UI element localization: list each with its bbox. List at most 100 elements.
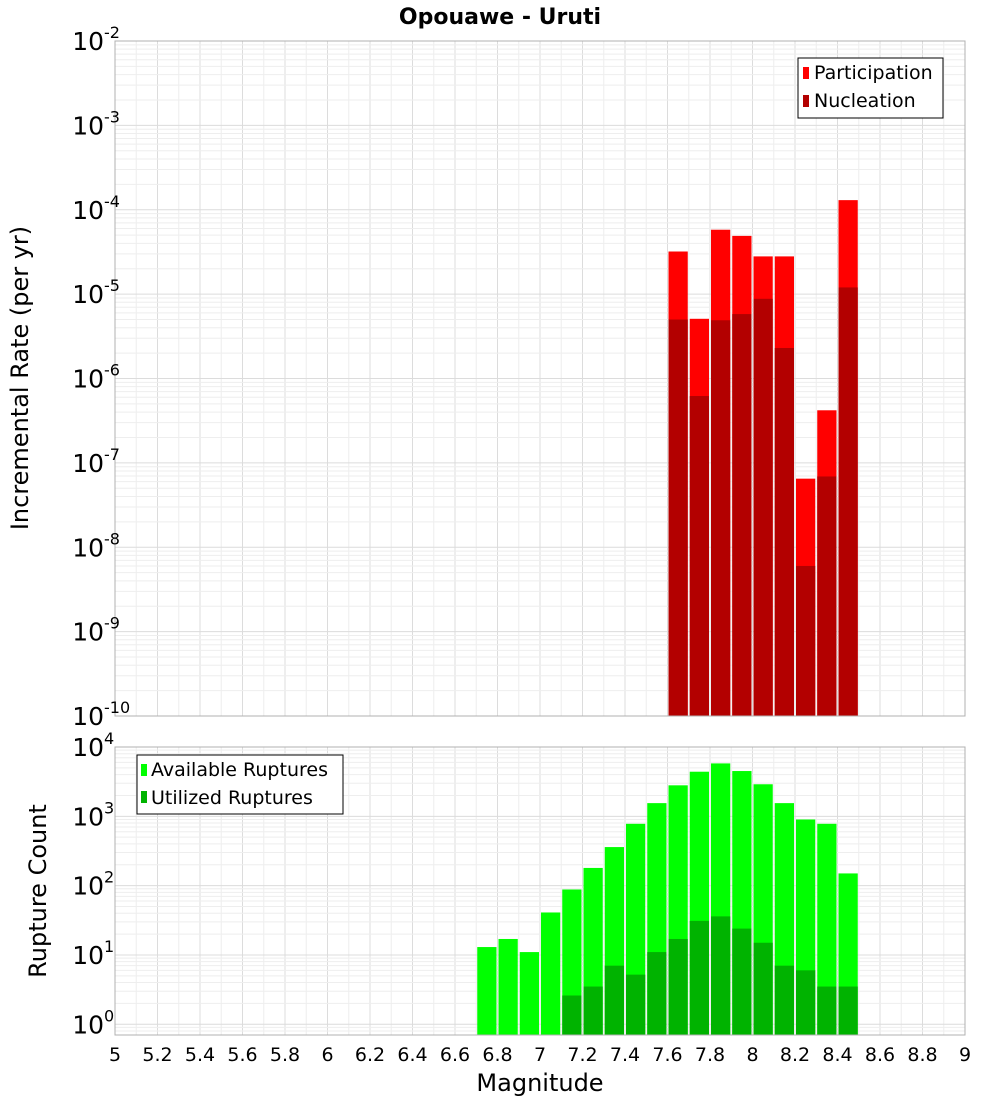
y-tick-exponent: -5 — [104, 276, 120, 295]
nucleation-bar — [796, 565, 816, 716]
y-tick-label: 10 — [72, 111, 104, 140]
y-tick-label: 10 — [72, 941, 104, 970]
x-tick-label: 6 — [321, 1044, 333, 1066]
x-tick-label: 5.6 — [227, 1044, 257, 1066]
x-tick-label: 5.8 — [270, 1044, 300, 1066]
y-tick-exponent: 2 — [104, 868, 114, 887]
utilized-ruptures-bar — [583, 986, 603, 1035]
available-legend-label: Available Ruptures — [151, 759, 328, 781]
y-tick-exponent: -3 — [104, 107, 120, 126]
x-tick-label: 6.2 — [355, 1044, 385, 1066]
nucleation-bar — [732, 314, 752, 716]
available-ruptures-bar — [817, 823, 837, 1035]
x-tick-label: 8 — [746, 1044, 758, 1066]
nucleation-bar — [817, 476, 837, 716]
x-tick-labels: 5 5.2 5.4 5.6 5.8 6 6.2 6.4 6.6 6.8 7 7.2 7.4 7.6 7.8 8… — [109, 1044, 971, 1066]
nucleation-legend-label: Nucleation — [814, 90, 916, 112]
y-tick-label: 10 — [72, 1010, 104, 1039]
rate-gridlines — [114, 40, 966, 717]
x-tick-label: 6.8 — [482, 1044, 512, 1066]
y-tick-exponent: -4 — [104, 192, 120, 211]
y-tick-exponent: 4 — [104, 729, 114, 748]
count-plot-border — [114, 746, 966, 1036]
utilized-ruptures-bar — [774, 965, 794, 1035]
rate-legend-box — [797, 57, 944, 119]
available-legend-swatch — [141, 764, 147, 776]
x-tick-label: 5.4 — [185, 1044, 215, 1066]
nucleation-bar — [711, 320, 731, 716]
x-tick-label: 7.2 — [567, 1044, 597, 1066]
x-axis-label: Magnitude — [476, 1069, 603, 1097]
x-tick-label: 6.4 — [397, 1044, 427, 1066]
y-tick-label: 10 — [72, 449, 104, 478]
nucleation-bar — [753, 298, 773, 716]
x-tick-label: 8.6 — [865, 1044, 895, 1066]
utilized-ruptures-bar — [604, 965, 624, 1035]
y-tick-exponent: -9 — [104, 614, 120, 633]
utilized-ruptures-bar — [711, 916, 731, 1035]
nucleation-legend-swatch — [803, 95, 809, 107]
y-tick-label: 10 — [72, 365, 104, 394]
utilized-ruptures-bar — [796, 970, 816, 1035]
utilized-ruptures-bar — [668, 938, 688, 1035]
y-tick-exponent: -8 — [104, 529, 120, 548]
x-tick-label: 7.6 — [652, 1044, 682, 1066]
y-tick-label: 10 — [72, 733, 104, 762]
rate-plot-border — [114, 40, 966, 717]
y-tick-label: 10 — [72, 280, 104, 309]
utilized-ruptures-bar — [753, 942, 773, 1035]
y-tick-label: 10 — [72, 196, 104, 225]
utilized-legend-swatch — [141, 791, 147, 803]
utilized-ruptures-bar — [562, 995, 582, 1035]
nucleation-bar — [689, 396, 709, 716]
participation-legend-swatch — [803, 67, 809, 79]
y-tick-exponent: 1 — [104, 937, 114, 956]
available-ruptures-bar — [477, 947, 497, 1035]
available-ruptures-bar — [498, 938, 518, 1035]
rate-legend: Participation Nucleation — [797, 57, 944, 119]
nucleation-bar — [668, 319, 688, 716]
x-tick-label: 8.2 — [780, 1044, 810, 1066]
x-tick-label: 8.8 — [907, 1044, 937, 1066]
nucleation-bar — [838, 287, 858, 716]
x-tick-label: 6.6 — [440, 1044, 470, 1066]
y-tick-exponent: 0 — [104, 1006, 114, 1025]
y-tick-exponent: 3 — [104, 798, 114, 817]
y-tick-exponent: -2 — [104, 23, 120, 42]
rate-y-axis-label: Incremental Rate (per yr) — [6, 226, 34, 530]
x-tick-label: 7.8 — [695, 1044, 725, 1066]
y-tick-label: 10 — [72, 27, 104, 56]
participation-legend-label: Participation — [814, 62, 933, 84]
x-tick-label: 7.4 — [610, 1044, 640, 1066]
x-tick-label: 5 — [109, 1044, 121, 1066]
y-tick-label: 10 — [72, 533, 104, 562]
available-ruptures-bar — [541, 912, 561, 1035]
x-tick-label: 9 — [959, 1044, 971, 1066]
count-legend-box — [136, 754, 344, 815]
y-tick-exponent: -7 — [104, 445, 120, 464]
utilized-ruptures-bar — [732, 928, 752, 1035]
rate-bars — [668, 200, 858, 717]
y-tick-label: 10 — [72, 802, 104, 831]
utilized-ruptures-bar — [838, 986, 858, 1035]
y-tick-label: 10 — [72, 872, 104, 901]
y-tick-exponent: -6 — [104, 361, 120, 380]
utilized-legend-label: Utilized Ruptures — [151, 787, 313, 809]
count-y-axis-label: Rupture Count — [24, 804, 52, 978]
utilized-ruptures-bar — [647, 952, 667, 1035]
available-ruptures-bar — [519, 952, 539, 1035]
x-tick-label: 7 — [534, 1044, 546, 1066]
y-tick-label: 10 — [72, 702, 104, 731]
x-tick-label: 8.4 — [822, 1044, 852, 1066]
utilized-ruptures-bar — [689, 920, 709, 1035]
chart-title: Opouawe - Uruti — [399, 5, 601, 30]
y-tick-label: 10 — [72, 618, 104, 647]
x-tick-label: 5.2 — [142, 1044, 172, 1066]
y-tick-exponent: -10 — [104, 698, 130, 717]
utilized-ruptures-bar — [817, 986, 837, 1035]
count-bars — [477, 763, 858, 1035]
